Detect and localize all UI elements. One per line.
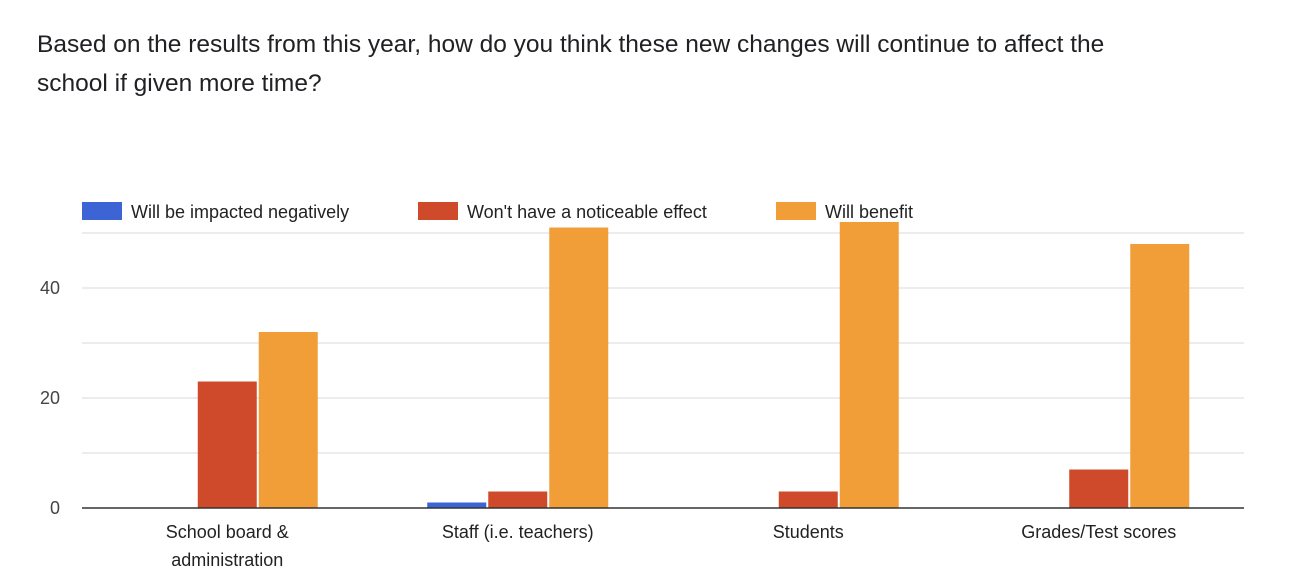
bar-won-t-have-a-noticeable-effect-2 — [778, 491, 838, 508]
legend-label: Will be impacted negatively — [131, 202, 349, 222]
question-title: Based on the results from this year, how… — [37, 25, 1237, 103]
category-label: Students — [773, 522, 844, 542]
bar-will-benefit-0 — [258, 332, 318, 508]
question-line-2: school if given more time? — [37, 70, 322, 97]
category-label-line: School board & — [166, 522, 289, 542]
legend-swatch — [82, 202, 122, 220]
category-label-line: Staff (i.e. teachers) — [442, 522, 594, 542]
bar-won-t-have-a-noticeable-effect-1 — [488, 491, 548, 508]
bar-will-be-impacted-negatively-1 — [427, 502, 487, 508]
legend-label: Won't have a noticeable effect — [467, 202, 707, 222]
bar-will-benefit-3 — [1130, 244, 1190, 508]
category-label-line: Students — [773, 522, 844, 542]
category-label: Staff (i.e. teachers) — [442, 522, 594, 542]
category-label: School board & administration — [166, 522, 289, 570]
legend-swatch — [776, 202, 816, 220]
y-axis-ticks: 0 20 40 — [40, 278, 60, 518]
category-label-line: Grades/Test scores — [1021, 522, 1176, 542]
legend-swatch — [418, 202, 458, 220]
y-tick-label: 0 — [50, 498, 60, 518]
bar-won-t-have-a-noticeable-effect-3 — [1069, 469, 1129, 508]
category-label: Grades/Test scores — [1021, 522, 1176, 542]
y-tick-label: 20 — [40, 388, 60, 408]
bar-will-benefit-2 — [839, 222, 899, 508]
category-labels: School board & administration Staff (i.e. … — [166, 522, 1177, 570]
legend-label: Will benefit — [825, 202, 913, 222]
category-label-line: administration — [171, 550, 283, 570]
question-line-1: Based on the results from this year, how… — [37, 31, 1105, 58]
bars — [197, 222, 1190, 508]
bar-will-benefit-1 — [549, 227, 609, 508]
y-tick-label: 40 — [40, 278, 60, 298]
legend: Will be impacted negatively Won't have a … — [82, 202, 913, 222]
bar-won-t-have-a-noticeable-effect-0 — [197, 381, 257, 508]
